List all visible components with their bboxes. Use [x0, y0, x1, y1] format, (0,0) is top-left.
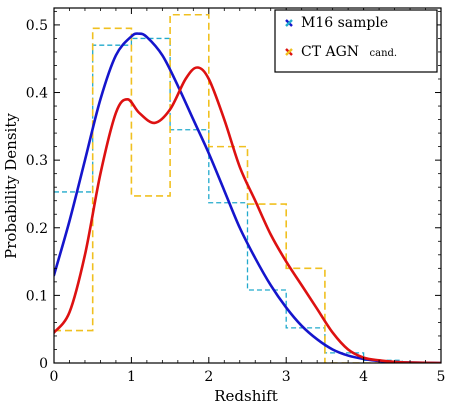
x-axis-title: Redshift — [214, 387, 278, 405]
x-tick-label: 1 — [127, 369, 136, 385]
y-tick-label: 0.4 — [26, 86, 48, 102]
plot-area — [54, 13, 441, 363]
legend-label-ctagn-small: cand. — [370, 48, 398, 59]
legend: M16 sample CT AGN cand. — [274, 9, 438, 73]
x-tick-label: 0 — [50, 369, 59, 385]
axes: 0 1 2 3 4 5 0 0.1 0.2 0.3 0.4 0.5 — [26, 7, 446, 385]
legend-label-ctagn-main: CT AGN — [301, 44, 359, 60]
legend-marker-m16 — [285, 19, 293, 27]
plot-frame — [53, 7, 442, 364]
x-tick-label: 5 — [437, 369, 446, 385]
histogram-step-line — [54, 13, 441, 363]
density-curve — [54, 66, 441, 363]
density-curve — [54, 32, 441, 363]
legend-label-ctagn: CT AGN cand. — [301, 44, 397, 60]
y-tick-label: 0.1 — [26, 288, 48, 304]
y-tick-label: 0.5 — [26, 18, 48, 34]
y-tick-label: 0 — [39, 356, 48, 372]
y-tick-label: 0.2 — [26, 221, 48, 237]
legend-box — [274, 9, 438, 73]
x-tick-label: 4 — [359, 369, 368, 385]
y-tick-label: 0.3 — [26, 153, 48, 169]
y-axis-title: Probability Density — [2, 113, 20, 259]
histogram-step-line — [54, 37, 441, 363]
legend-label-m16: M16 sample — [301, 15, 388, 31]
x-tick-label: 3 — [282, 369, 291, 385]
x-tick-label: 2 — [204, 369, 213, 385]
legend-marker-ctagn — [285, 48, 293, 56]
